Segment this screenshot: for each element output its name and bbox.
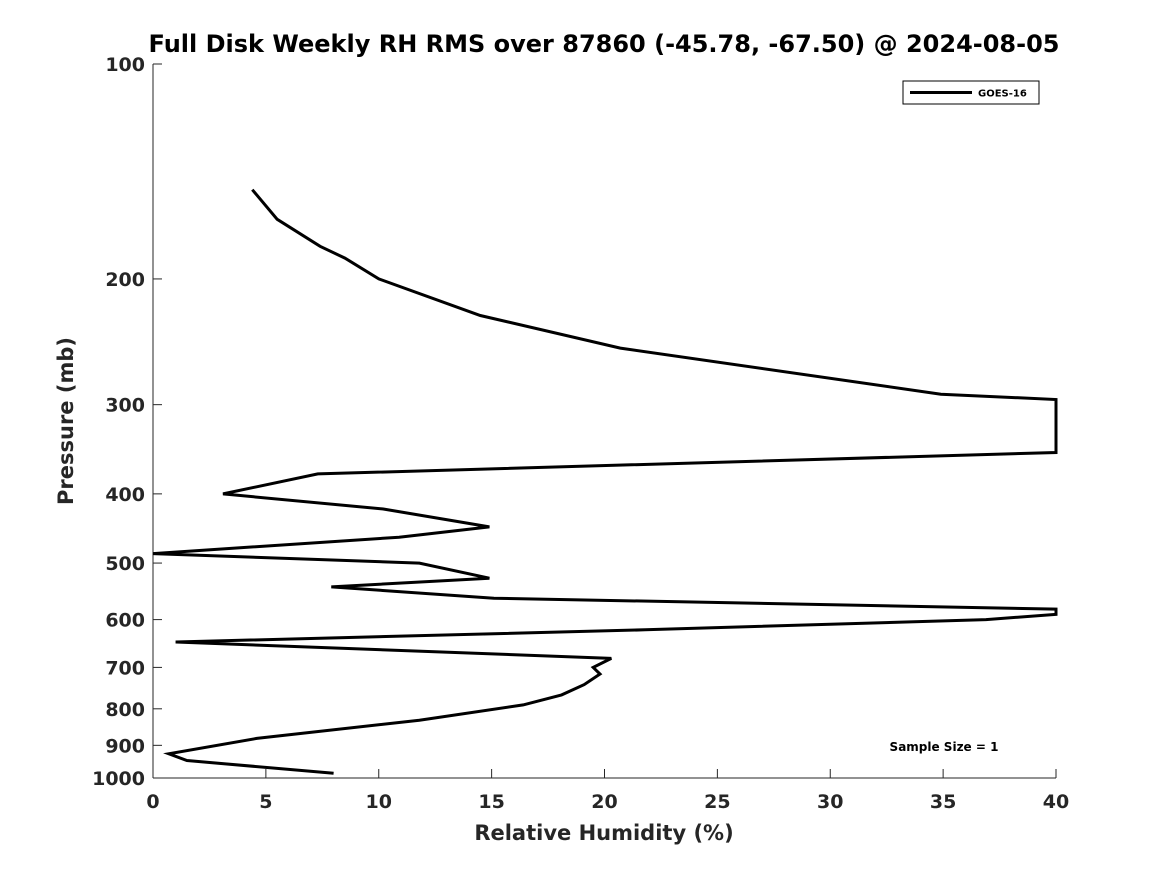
x-tick-label: 25 <box>704 791 730 813</box>
x-tick-label: 40 <box>1043 791 1069 813</box>
sample-size-annotation: Sample Size = 1 <box>890 740 999 754</box>
y-tick-label: 800 <box>105 699 145 721</box>
y-tick-label: 600 <box>105 610 145 632</box>
x-tick-label: 10 <box>366 791 392 813</box>
x-axis-label: Relative Humidity (%) <box>474 821 733 845</box>
y-tick-label: 400 <box>105 484 145 506</box>
legend-label-goes-16: GOES-16 <box>978 89 1027 100</box>
y-tick-label: 300 <box>105 395 145 417</box>
y-tick-label: 200 <box>105 269 145 291</box>
y-tick-label: 1000 <box>92 768 145 790</box>
x-tick-label: 35 <box>930 791 956 813</box>
y-tick-label: 100 <box>105 54 145 76</box>
x-tick-label: 15 <box>478 791 504 813</box>
x-tick-label: 20 <box>591 791 617 813</box>
plot-area: 0 5 10 15 20 25 30 35 40 100 200 300 400 500 600 700 800… <box>92 54 1069 813</box>
x-tick-label: 5 <box>259 791 272 813</box>
chart-title: Full Disk Weekly RH RMS over 87860 (-45.… <box>149 30 1060 58</box>
series-line-goes-16 <box>152 188 1058 775</box>
y-tick-label: 700 <box>105 657 145 679</box>
y-tick-label: 500 <box>105 553 145 575</box>
y-tick-label: 900 <box>105 735 145 757</box>
x-tick-label: 30 <box>817 791 843 813</box>
x-tick-label: 0 <box>146 791 159 813</box>
y-axis-label: Pressure (mb) <box>54 337 78 505</box>
